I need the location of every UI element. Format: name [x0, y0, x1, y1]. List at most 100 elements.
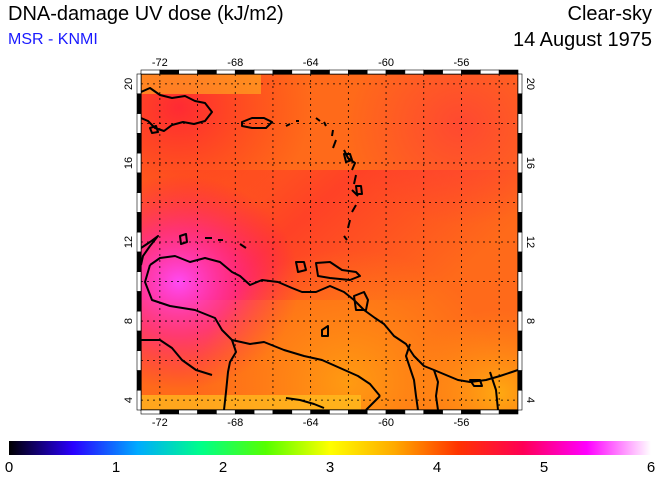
frame-segment	[136, 93, 142, 114]
frame-segment	[517, 350, 523, 371]
frame-segment	[423, 69, 443, 75]
lon-tick-label-top: -64	[303, 57, 319, 69]
frame-segment	[385, 69, 406, 75]
frame-segment	[136, 212, 142, 233]
frame-segment	[159, 69, 180, 75]
credit-label: MSR - KNMI	[8, 31, 98, 48]
frame-segment	[517, 93, 523, 114]
map-title: DNA-damage UV dose (kJ/m2)	[8, 3, 284, 25]
lon-tick-label-top: -72	[152, 57, 168, 69]
frame-segment	[159, 409, 180, 415]
frame-segment	[272, 69, 293, 75]
lat-tick-label-left: 12	[123, 236, 135, 248]
colorbar	[9, 441, 651, 455]
lon-tick-label-bottom: -68	[227, 417, 243, 429]
frame-segment	[291, 409, 311, 415]
frame-segment	[517, 310, 523, 332]
lat-tick-label-left: 16	[123, 157, 135, 169]
map-axes: -72 -72 -68 -68 -64 -64 -60 -60 -56 -56 4 4 8 8 12 12 16…	[123, 57, 536, 429]
frame-segment	[517, 73, 523, 95]
frame-segment	[461, 409, 481, 415]
frame-segment	[348, 69, 368, 75]
frame-segment	[461, 69, 481, 75]
frame-segment	[310, 409, 330, 415]
frame-segment	[517, 113, 523, 134]
frame-segment	[517, 212, 523, 233]
frame-segment	[197, 409, 217, 415]
lat-tick-label-right: 8	[524, 318, 536, 324]
lon-tick-label-top: -56	[453, 57, 469, 69]
frame-segment	[178, 409, 198, 415]
frame-segment	[329, 69, 349, 75]
frame-segment	[136, 73, 142, 95]
frame-segment	[517, 251, 523, 272]
frame-segment	[253, 69, 274, 75]
frame-segment	[253, 409, 274, 415]
frame-segment	[348, 409, 368, 415]
lat-tick-label-left: 8	[123, 318, 135, 324]
frame-segment	[517, 291, 523, 312]
frame-segment	[216, 69, 236, 75]
graticule-grid	[141, 74, 518, 410]
sky-condition: Clear-sky	[567, 3, 652, 25]
frame-segment	[136, 251, 142, 272]
frame-segment	[178, 69, 198, 75]
frame-segment	[136, 192, 142, 213]
frame-segment	[291, 69, 311, 75]
frame-segment	[136, 113, 142, 134]
frame-segment	[234, 409, 255, 415]
coastline-outline	[141, 87, 518, 410]
frame-segment	[517, 330, 523, 352]
frame-segment	[272, 409, 293, 415]
frame-segment	[136, 231, 142, 253]
lat-tick-label-right: 20	[524, 78, 536, 90]
frame-segment	[442, 409, 462, 415]
frame-segment	[498, 69, 519, 75]
frame-segment	[479, 409, 500, 415]
frame-segment	[329, 409, 349, 415]
frame-segment	[136, 330, 142, 352]
frame-segment	[136, 370, 142, 391]
frame-segment	[366, 409, 387, 415]
frame-segment	[310, 69, 330, 75]
frame-segment	[216, 409, 236, 415]
lat-tick-label-right: 4	[524, 397, 536, 403]
lon-tick-label-bottom: -60	[378, 417, 394, 429]
frame-segment	[385, 409, 406, 415]
date-label: 14 August 1975	[512, 29, 652, 51]
colorbar-tick-label: 0	[4, 459, 14, 476]
frame-segment	[423, 409, 443, 415]
frame-segment	[517, 271, 523, 292]
lon-tick-label-bottom: -72	[152, 417, 168, 429]
colorbar-tick-label: 3	[325, 459, 335, 476]
frame-segment	[498, 409, 519, 415]
lon-tick-label-bottom: -64	[303, 417, 319, 429]
uv-field	[141, 74, 518, 410]
lon-tick-label-top: -68	[227, 57, 243, 69]
colorbar-tick-label: 5	[539, 459, 549, 476]
frame-segment	[136, 389, 142, 411]
frame-segment	[366, 69, 387, 75]
frame-segment	[404, 409, 425, 415]
lat-tick-label-left: 4	[123, 397, 135, 403]
frame-segment	[197, 69, 217, 75]
colorbar-tick-label: 4	[432, 459, 442, 476]
frame-segment	[136, 310, 142, 332]
frame-segment	[136, 152, 142, 174]
frame-segment	[136, 172, 142, 193]
colorbar-tick-label: 2	[218, 459, 228, 476]
frame-segment	[404, 69, 425, 75]
lat-tick-label-left: 20	[123, 78, 135, 90]
frame-segment	[517, 389, 523, 411]
lon-tick-label-bottom: -56	[453, 417, 469, 429]
frame-segment	[140, 409, 161, 415]
frame-segment	[136, 271, 142, 292]
frame-segment	[517, 370, 523, 391]
colorbar-tick-label: 1	[111, 459, 121, 476]
lon-tick-label-top: -60	[378, 57, 394, 69]
frame-segment	[140, 69, 161, 75]
frame-segment	[234, 69, 255, 75]
frame-segment	[517, 132, 523, 154]
frame-segment	[517, 172, 523, 193]
